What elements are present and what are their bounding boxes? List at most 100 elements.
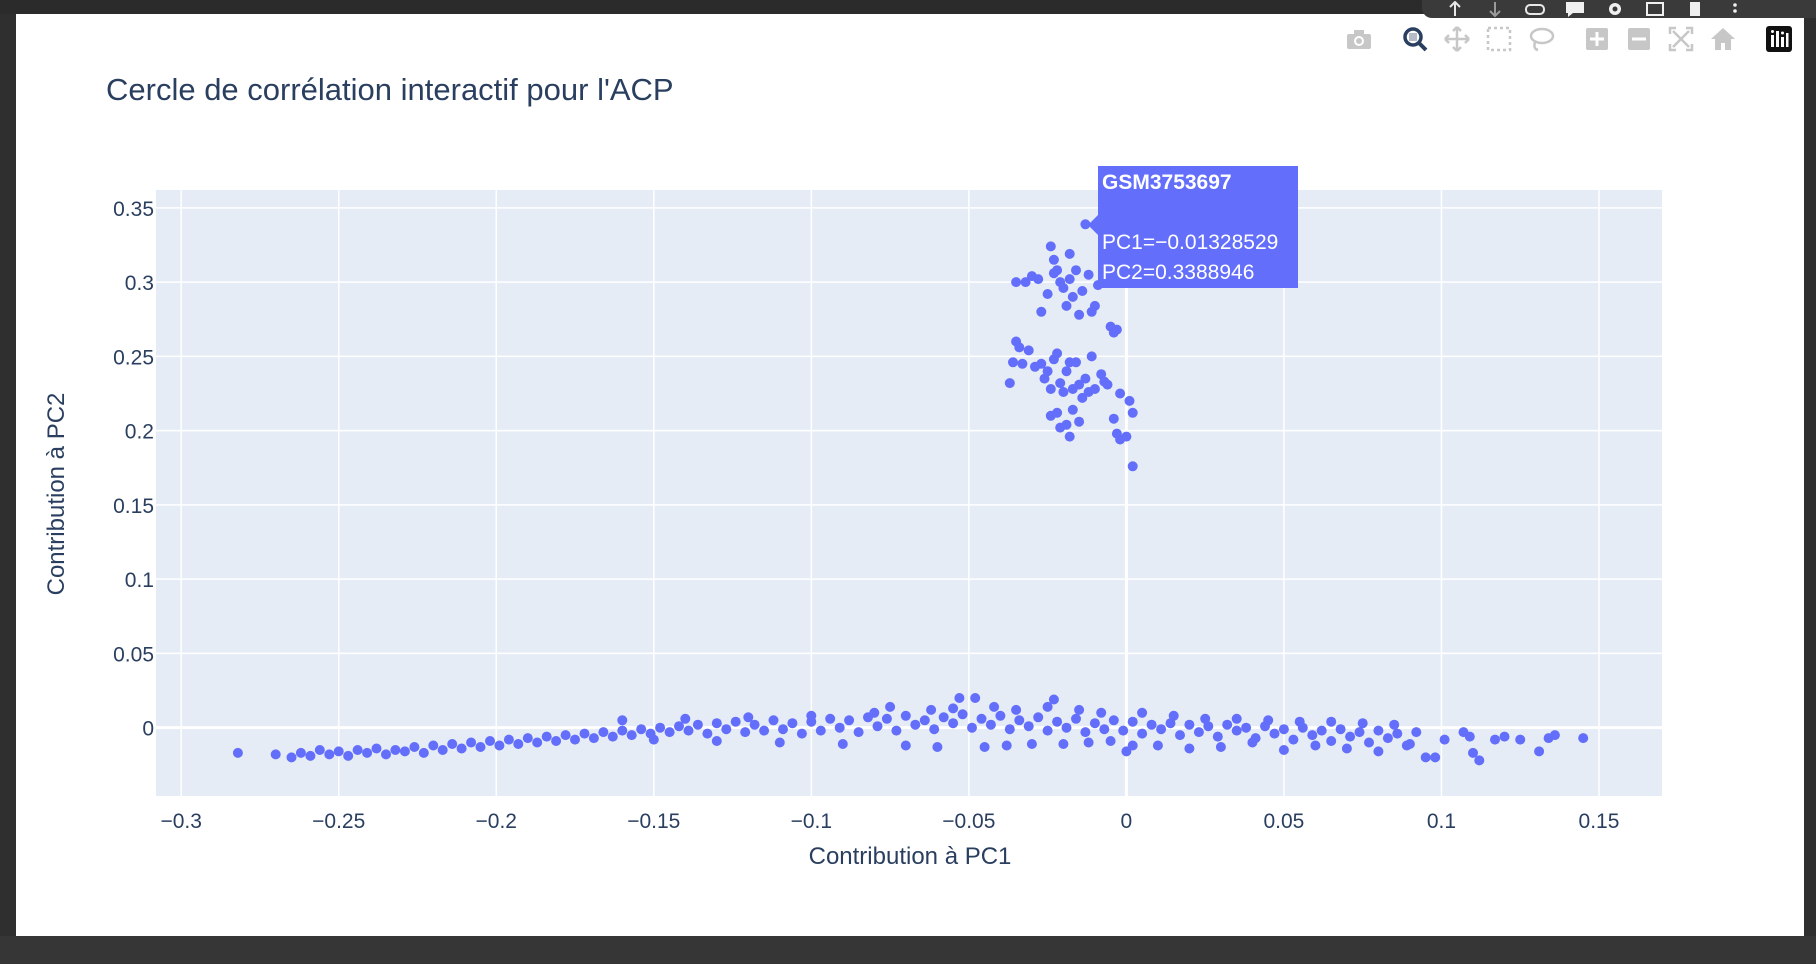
scatter-point[interactable] bbox=[1011, 277, 1022, 288]
scatter-point[interactable] bbox=[475, 742, 486, 752]
scatter-point[interactable] bbox=[1193, 727, 1204, 738]
scatter-point[interactable] bbox=[1200, 713, 1211, 724]
scatter-point[interactable] bbox=[1074, 416, 1085, 427]
scatter-point[interactable] bbox=[1004, 724, 1015, 735]
scatter-point[interactable] bbox=[768, 715, 779, 726]
scatter-point[interactable] bbox=[1127, 740, 1138, 751]
scatter-point[interactable] bbox=[938, 712, 949, 723]
scatter-point[interactable] bbox=[1064, 431, 1075, 442]
scatter-point[interactable] bbox=[929, 724, 940, 735]
box-select-icon[interactable] bbox=[1478, 24, 1520, 54]
scatter-point[interactable] bbox=[1357, 718, 1368, 729]
scatter-point[interactable] bbox=[1115, 388, 1126, 399]
scatter-point[interactable] bbox=[900, 710, 911, 721]
scatter-point[interactable] bbox=[1310, 740, 1321, 751]
scatter-point[interactable] bbox=[1083, 269, 1094, 280]
scatter-point[interactable] bbox=[617, 715, 628, 726]
scatter-point[interactable] bbox=[1464, 731, 1475, 742]
scatter-point[interactable] bbox=[1026, 739, 1037, 749]
scatter-point[interactable] bbox=[1102, 379, 1113, 390]
scatter-point[interactable] bbox=[1137, 728, 1148, 739]
scatter-point[interactable] bbox=[1124, 395, 1135, 406]
scatter-point[interactable] bbox=[1080, 219, 1091, 230]
scatter-point[interactable] bbox=[1036, 306, 1047, 317]
scatter-point[interactable] bbox=[1137, 707, 1148, 718]
scatter-point[interactable] bbox=[970, 693, 981, 703]
camera-icon[interactable] bbox=[1338, 24, 1380, 54]
scatter-point[interactable] bbox=[1278, 724, 1289, 735]
scatter-point[interactable] bbox=[1067, 404, 1078, 415]
scatter-point[interactable] bbox=[989, 701, 1000, 712]
comment-icon[interactable] bbox=[1564, 1, 1586, 17]
scatter-point[interactable] bbox=[1001, 740, 1012, 751]
scatter-point[interactable] bbox=[1326, 716, 1337, 727]
scatter-point[interactable] bbox=[1042, 725, 1053, 736]
scatter-point[interactable] bbox=[560, 730, 571, 741]
scatter-point[interactable] bbox=[362, 747, 373, 758]
scatter-point[interactable] bbox=[617, 725, 628, 736]
scatter-point[interactable] bbox=[692, 719, 703, 730]
scatter-point[interactable] bbox=[1061, 300, 1072, 311]
scatter-point[interactable] bbox=[900, 740, 911, 751]
scatter-point[interactable] bbox=[305, 750, 316, 761]
scatter-point[interactable] bbox=[1468, 747, 1478, 758]
scatter-point[interactable] bbox=[1052, 716, 1063, 727]
scatter-point[interactable] bbox=[853, 727, 864, 738]
scatter-point[interactable] bbox=[1017, 358, 1028, 369]
scatter-point[interactable] bbox=[648, 734, 659, 745]
scatter-point[interactable] bbox=[1127, 716, 1138, 727]
scatter-point[interactable] bbox=[1515, 734, 1526, 745]
scatter-point[interactable] bbox=[979, 742, 990, 752]
scatter-point[interactable] bbox=[1578, 733, 1589, 744]
scatter-point[interactable] bbox=[869, 707, 880, 718]
scatter-point[interactable] bbox=[1048, 268, 1059, 279]
scatter-point[interactable] bbox=[343, 750, 354, 761]
scatter-point[interactable] bbox=[1241, 722, 1252, 733]
scatter-point[interactable] bbox=[837, 739, 848, 749]
scatter-point[interactable] bbox=[1048, 694, 1059, 705]
scatter-point[interactable] bbox=[626, 730, 637, 741]
scatter-point[interactable] bbox=[919, 715, 930, 726]
scatter-point[interactable] bbox=[1036, 358, 1047, 369]
scatter-point[interactable] bbox=[1168, 710, 1179, 721]
link-icon[interactable] bbox=[1524, 1, 1546, 17]
scatter-point[interactable] bbox=[1345, 731, 1356, 742]
scatter-point[interactable] bbox=[466, 737, 477, 748]
scatter-point[interactable] bbox=[759, 725, 770, 736]
scatter-point[interactable] bbox=[1026, 271, 1037, 282]
scatter-point[interactable] bbox=[926, 704, 937, 715]
scatter-point[interactable] bbox=[1326, 736, 1337, 746]
scatter-point[interactable] bbox=[743, 712, 754, 723]
plotly-logo-icon[interactable] bbox=[1758, 24, 1800, 54]
scatter-point[interactable] bbox=[522, 733, 533, 744]
scatter-point[interactable] bbox=[1067, 291, 1078, 302]
scatter-point[interactable] bbox=[1061, 722, 1072, 733]
scatter-point[interactable] bbox=[418, 747, 429, 758]
scatter-point[interactable] bbox=[1316, 725, 1327, 736]
scatter-point[interactable] bbox=[976, 713, 987, 724]
scatter-point[interactable] bbox=[796, 728, 807, 739]
scatter-point[interactable] bbox=[891, 725, 902, 736]
scatter-point[interactable] bbox=[503, 734, 514, 745]
scatter-point[interactable] bbox=[967, 722, 977, 733]
scatter-point[interactable] bbox=[1108, 413, 1119, 424]
scatter-point[interactable] bbox=[721, 724, 732, 735]
scatter-point[interactable] bbox=[324, 749, 335, 760]
scatter-point[interactable] bbox=[1121, 746, 1132, 757]
scatter-point[interactable] bbox=[774, 737, 785, 748]
scatter-point[interactable] bbox=[485, 736, 495, 746]
scatter-point[interactable] bbox=[711, 718, 722, 729]
scatter-point[interactable] bbox=[1373, 725, 1384, 736]
lasso-icon[interactable] bbox=[1520, 24, 1562, 54]
scatter-point[interactable] bbox=[1108, 715, 1119, 726]
scatter-point[interactable] bbox=[1023, 345, 1034, 356]
scatter-point[interactable] bbox=[1058, 387, 1069, 397]
scatter-point[interactable] bbox=[1288, 734, 1299, 745]
scatter-point[interactable] bbox=[1033, 712, 1044, 723]
scatter-point[interactable] bbox=[570, 734, 580, 745]
scatter-point[interactable] bbox=[1156, 724, 1167, 735]
scatter-point[interactable] bbox=[513, 739, 524, 749]
scatter-point[interactable] bbox=[371, 743, 382, 754]
scatter-point[interactable] bbox=[1411, 727, 1422, 738]
scatter-point[interactable] bbox=[598, 727, 609, 738]
